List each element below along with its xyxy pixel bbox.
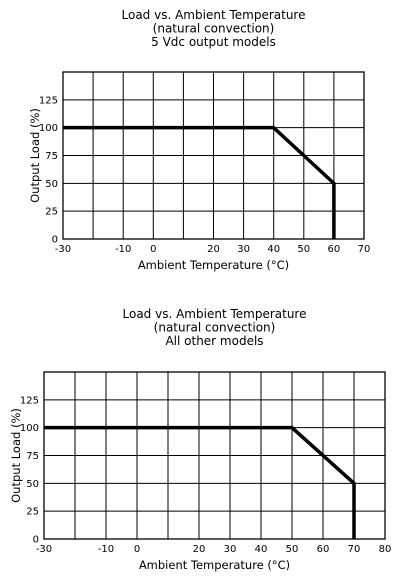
y-tick-label: 75	[26, 451, 39, 462]
chart-title-line: (natural convection)	[154, 321, 276, 335]
x-tick-label: 40	[267, 244, 280, 255]
x-tick-label: 40	[255, 544, 268, 555]
x-tick-label: 30	[237, 244, 250, 255]
y-tick-label: 100	[39, 123, 58, 134]
x-tick-label: -10	[98, 544, 114, 555]
chart-title-line: Load vs. Ambient Temperature	[123, 307, 307, 321]
chart-2: Load vs. Ambient Temperature(natural con…	[9, 307, 391, 572]
plot-frame	[62, 71, 365, 240]
y-tick-label: 25	[45, 207, 58, 218]
y-axis-label: Output Load (%)	[28, 108, 42, 203]
x-tick-label: 20	[207, 244, 220, 255]
chart-1: Load vs. Ambient Temperature(natural con…	[28, 8, 370, 272]
x-tick-label: -30	[36, 544, 52, 555]
x-tick-label: 70	[358, 244, 371, 255]
x-tick-label: 0	[150, 244, 156, 255]
x-tick-label: 50	[286, 544, 299, 555]
chart-title-line: All other models	[165, 334, 263, 348]
chart-title-line: 5 Vdc output models	[151, 35, 276, 49]
y-tick-label: 25	[26, 507, 39, 518]
y-tick-label: 100	[20, 423, 39, 434]
plot-frame	[43, 371, 386, 540]
y-tick-label: 125	[39, 95, 58, 106]
x-tick-label: 50	[297, 244, 310, 255]
y-tick-label: 75	[45, 151, 58, 162]
derating-curve	[44, 425, 356, 539]
y-tick-label: 0	[52, 235, 58, 246]
y-tick-label: 0	[33, 535, 39, 546]
x-axis-label: Ambient Temperature (°C)	[138, 258, 289, 272]
y-tick-label: 50	[26, 479, 39, 490]
chart-title-line: (natural convection)	[153, 22, 275, 36]
x-tick-label: 30	[224, 544, 237, 555]
derating-curve	[63, 125, 336, 239]
x-tick-label: 20	[193, 544, 206, 555]
x-tick-label: 60	[328, 244, 341, 255]
x-tick-label: -10	[115, 244, 131, 255]
y-tick-label: 50	[45, 179, 58, 190]
x-tick-label: 70	[348, 544, 361, 555]
x-tick-label: 0	[134, 544, 140, 555]
y-axis-label: Output Load (%)	[9, 408, 23, 503]
y-tick-label: 125	[20, 395, 39, 406]
x-tick-label: 60	[317, 544, 330, 555]
x-tick-label: -30	[55, 244, 71, 255]
x-tick-label: 80	[379, 544, 392, 555]
x-axis-label: Ambient Temperature (°C)	[139, 558, 290, 572]
chart-title-line: Load vs. Ambient Temperature	[122, 8, 306, 22]
